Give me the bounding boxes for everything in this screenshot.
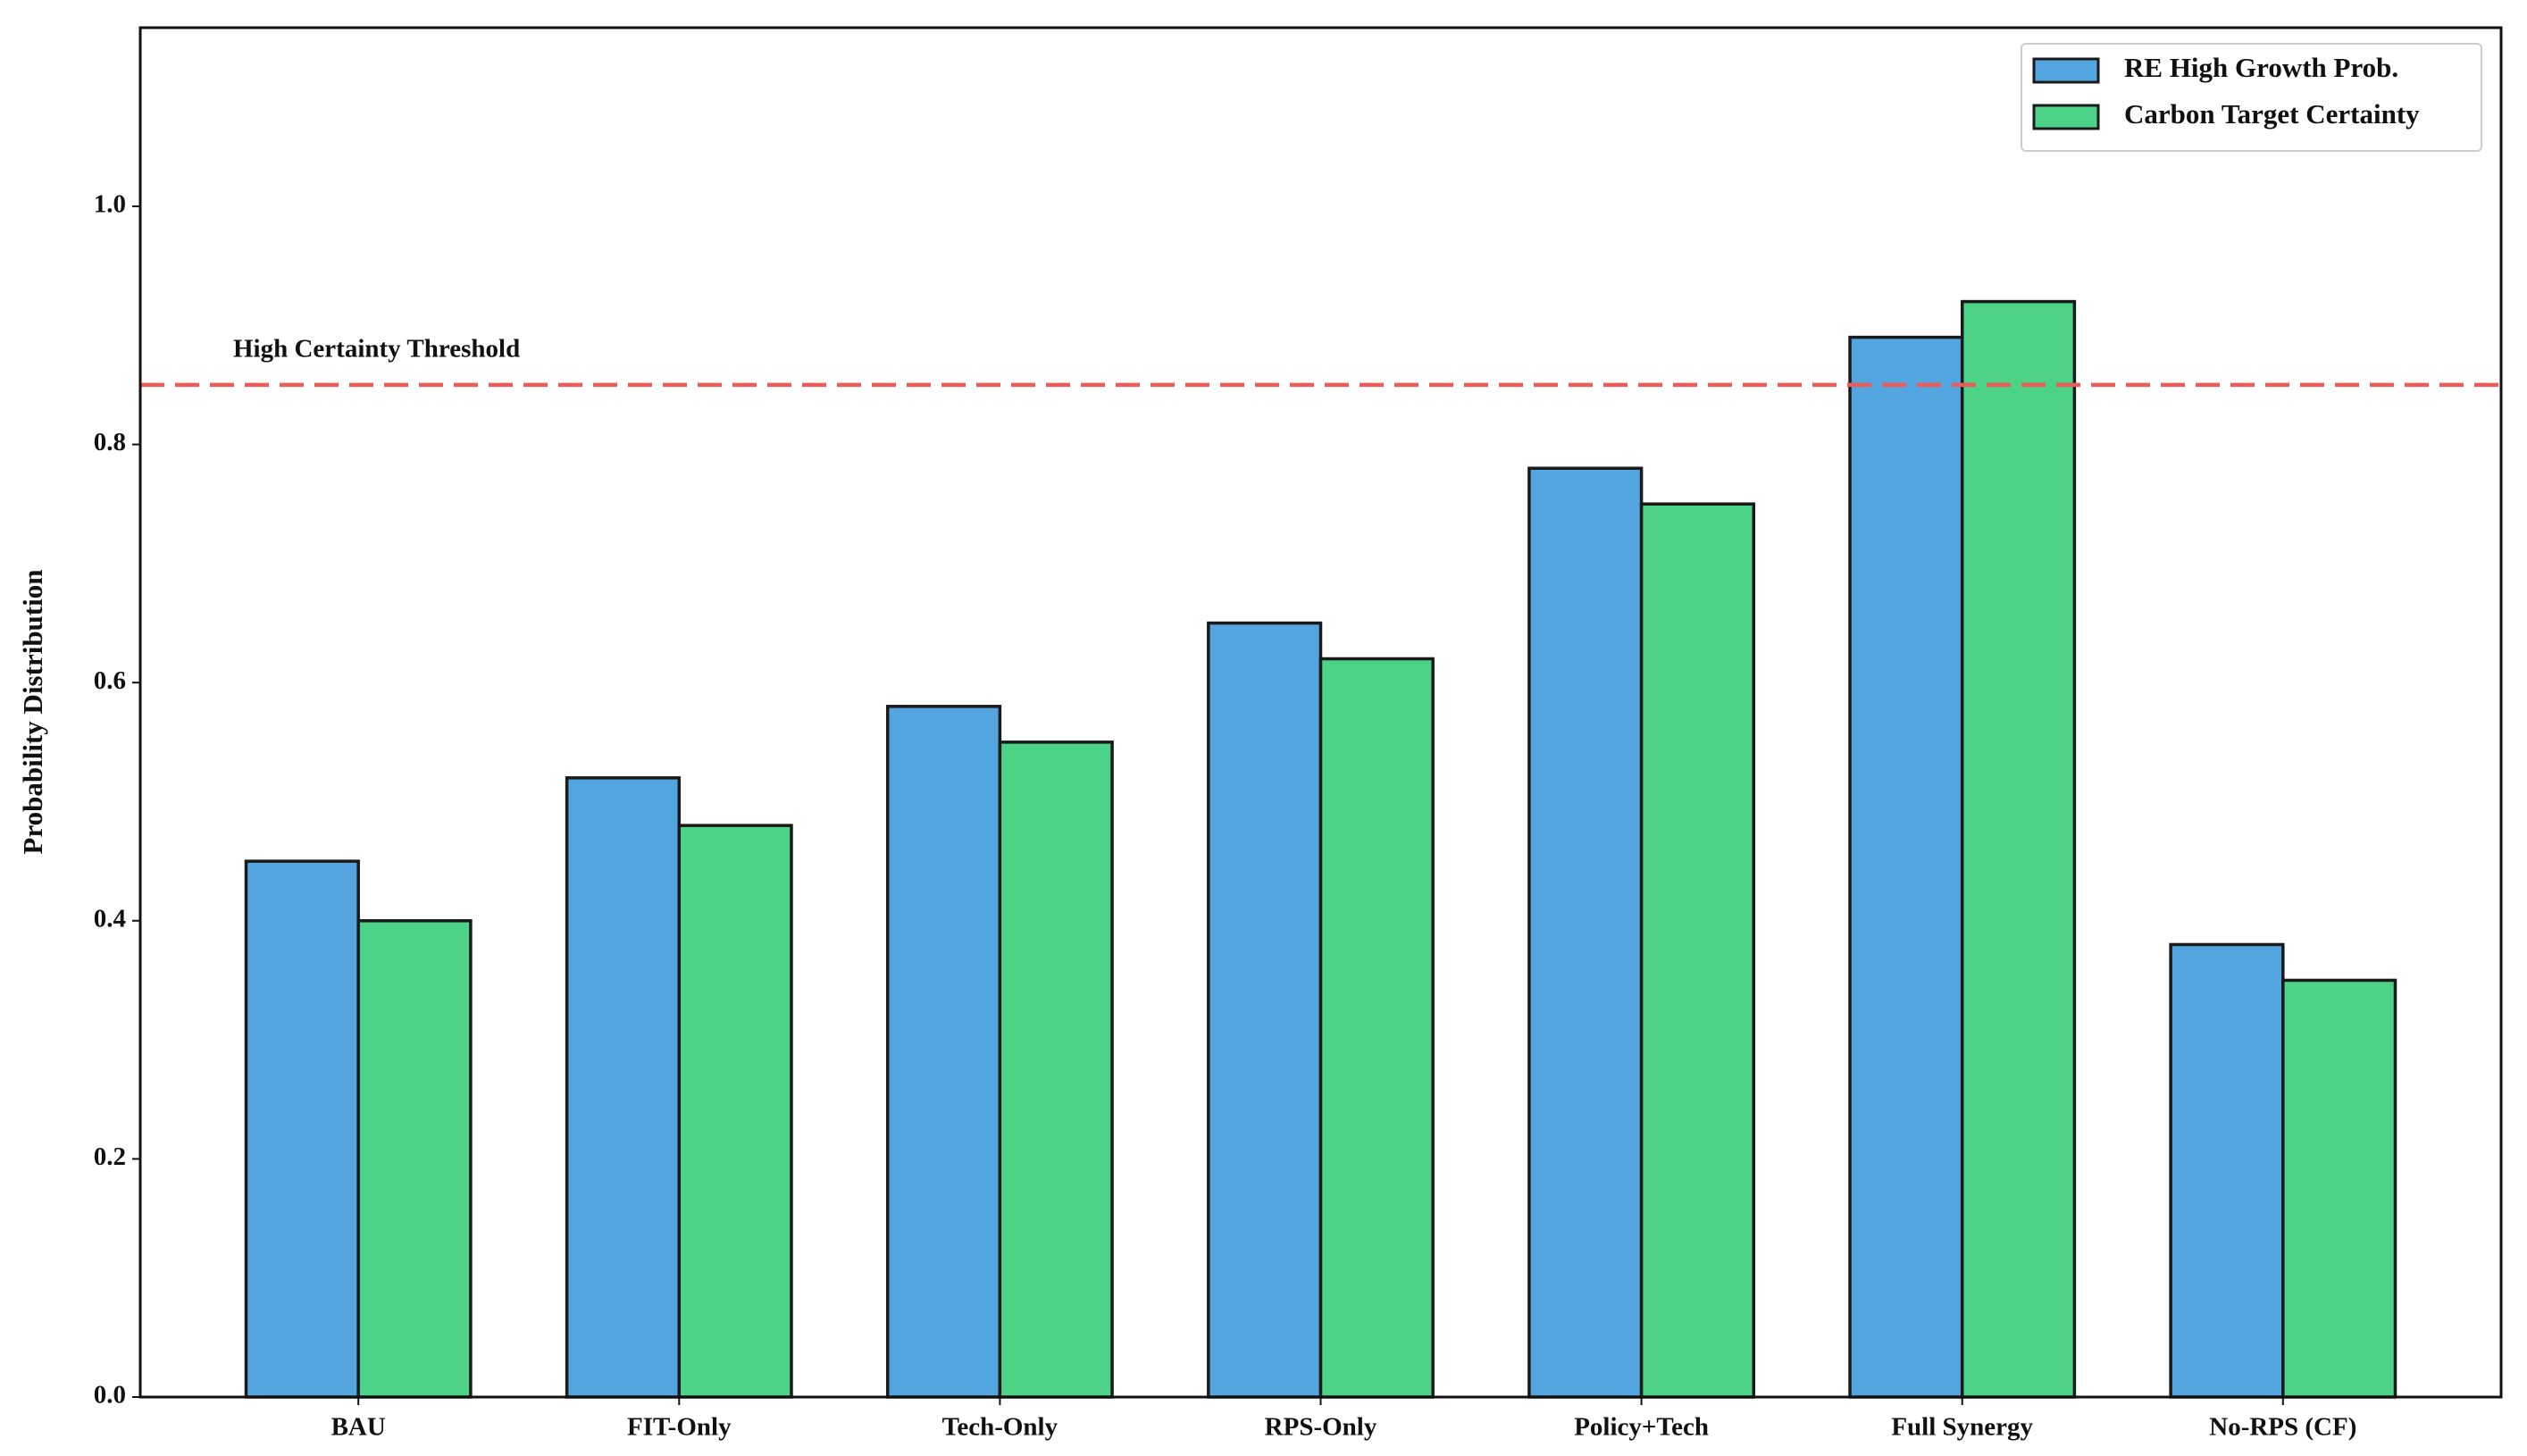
bar <box>2281 978 2397 1399</box>
legend-swatch <box>2032 104 2100 130</box>
bar <box>356 919 473 1399</box>
y-tick-label: 0.8 <box>94 428 126 456</box>
y-tick-label: 0.6 <box>94 666 126 695</box>
x-tick-label: Full Synergy <box>1891 1413 2033 1442</box>
bar <box>1960 299 2077 1399</box>
bar <box>885 705 1002 1399</box>
x-tick-label: FIT-Only <box>627 1413 732 1442</box>
x-tick-label: No-RPS (CF) <box>2209 1413 2356 1442</box>
bar <box>565 776 682 1399</box>
bar <box>998 741 1114 1399</box>
y-tick-label: 0.4 <box>94 904 126 933</box>
y-axis-label: Probability Distribution <box>17 570 48 855</box>
y-tick-label: 1.0 <box>94 190 126 219</box>
bar <box>1848 335 1964 1399</box>
bar <box>2169 942 2285 1399</box>
legend-swatch <box>2032 57 2100 84</box>
bar <box>244 859 360 1399</box>
x-tick-label: BAU <box>331 1413 386 1442</box>
bar <box>1318 657 1435 1399</box>
x-tick-label: Policy+Tech <box>1574 1413 1709 1442</box>
bar <box>1207 621 1323 1399</box>
y-tick-label: 0.2 <box>94 1142 126 1171</box>
threshold-label: High Certainty Threshold <box>233 335 520 364</box>
bar <box>1639 502 1756 1399</box>
x-tick-label: Tech-Only <box>942 1413 1058 1442</box>
plot-frame <box>138 26 2503 1399</box>
y-tick-label: 0.0 <box>94 1381 126 1410</box>
legend-box <box>2021 43 2482 152</box>
bar <box>1527 466 1644 1399</box>
legend-label: RE High Growth Prob. <box>2124 52 2398 83</box>
bar <box>677 824 793 1399</box>
x-tick-label: RPS-Only <box>1265 1413 1377 1442</box>
legend-label: Carbon Target Certainty <box>2124 98 2420 130</box>
